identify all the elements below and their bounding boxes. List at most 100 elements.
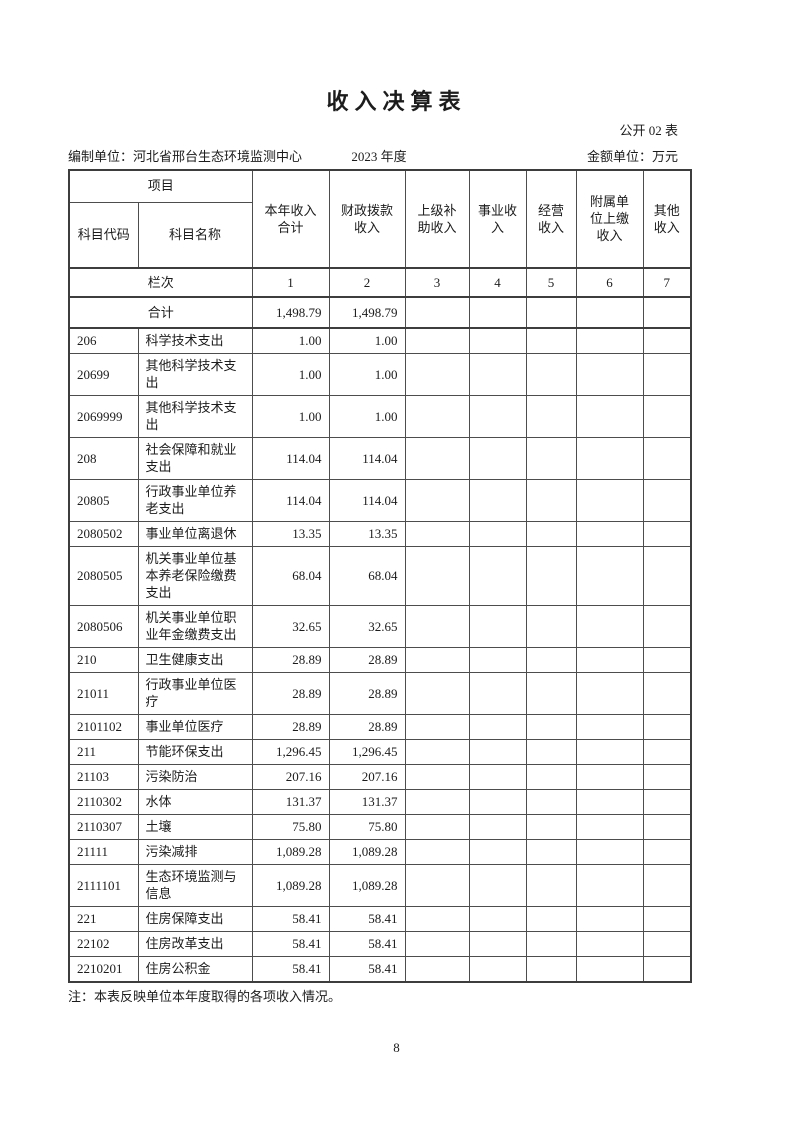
- value-cell: [468, 864, 527, 907]
- value-cell: [642, 479, 692, 522]
- value-cell: [525, 714, 577, 740]
- column-index-cell: 6: [575, 267, 644, 298]
- table-note: 注：本表反映单位本年度取得的各项收入情况。: [68, 989, 342, 1004]
- subject-code-cell: 211: [68, 739, 139, 765]
- value-cell: 131.37: [328, 789, 406, 815]
- value-cell: [468, 395, 527, 438]
- value-cell: [525, 395, 577, 438]
- amount-unit: 金额单位：万元: [586, 149, 678, 164]
- page-number: 8: [393, 1040, 400, 1055]
- value-cell: [468, 546, 527, 606]
- value-cell: [525, 521, 577, 547]
- value-cell: 1,089.28: [328, 864, 406, 907]
- value-cell: [575, 353, 644, 396]
- value-cell: 28.89: [251, 672, 330, 715]
- table-row: 221 住房保障支出 58.41 58.41: [68, 906, 692, 932]
- column-header-operational-income: 事业收 入: [468, 169, 527, 269]
- subject-code-cell: 2080505: [68, 546, 139, 606]
- value-cell: [575, 647, 644, 673]
- value-cell: 68.04: [251, 546, 330, 606]
- value-cell: [404, 647, 470, 673]
- value-cell: [642, 714, 692, 740]
- subject-name-cell: 其他科学技术支出: [137, 395, 253, 438]
- fiscal-year: 2023 年度: [351, 149, 407, 164]
- value-cell: [575, 956, 644, 983]
- subject-name-cell: 行政事业单位医疗: [137, 672, 253, 715]
- value-cell: [575, 521, 644, 547]
- value-cell: [468, 327, 527, 354]
- value-cell: [404, 546, 470, 606]
- subject-code-cell: 21111: [68, 839, 139, 865]
- value-cell: [468, 814, 527, 840]
- value-cell: [575, 672, 644, 715]
- value-cell: [404, 864, 470, 907]
- value-cell: 32.65: [251, 605, 330, 648]
- value-cell: [404, 739, 470, 765]
- value-cell: [575, 546, 644, 606]
- value-cell: 58.41: [328, 906, 406, 932]
- value-cell: [642, 647, 692, 673]
- table-row: 20805 行政事业单位养老支出 114.04 114.04: [68, 479, 692, 522]
- value-cell: [642, 739, 692, 765]
- value-cell: [525, 605, 577, 648]
- value-cell: [468, 672, 527, 715]
- value-cell: 28.89: [328, 647, 406, 673]
- total-value-cell: [575, 296, 644, 329]
- value-cell: [468, 839, 527, 865]
- value-cell: [525, 956, 577, 983]
- value-cell: 1.00: [251, 395, 330, 438]
- subject-name-cell: 生态环境监测与信息: [137, 864, 253, 907]
- value-cell: [468, 739, 527, 765]
- value-cell: [525, 789, 577, 815]
- value-cell: [468, 605, 527, 648]
- value-cell: 114.04: [251, 437, 330, 480]
- value-cell: 28.89: [328, 714, 406, 740]
- table-row: 22102 住房改革支出 58.41 58.41: [68, 931, 692, 957]
- value-cell: 58.41: [251, 906, 330, 932]
- table-row: 2111101 生态环境监测与信息 1,089.28 1,089.28: [68, 864, 692, 907]
- subject-code-cell: 21103: [68, 764, 139, 790]
- value-cell: 28.89: [251, 714, 330, 740]
- table-row: 2080505 机关事业单位基本养老保险缴费支出 68.04 68.04: [68, 546, 692, 606]
- value-cell: [525, 647, 577, 673]
- value-cell: [404, 839, 470, 865]
- column-index-cell: 4: [468, 267, 527, 298]
- subject-code-cell: 21011: [68, 672, 139, 715]
- value-cell: [575, 479, 644, 522]
- table-row: 206 科学技术支出 1.00 1.00: [68, 327, 692, 354]
- table-row: 2210201 住房公积金 58.41 58.41: [68, 956, 692, 983]
- value-cell: [642, 814, 692, 840]
- column-index-label-cell: 栏次: [68, 267, 253, 298]
- value-cell: [575, 814, 644, 840]
- subject-name-cell: 事业单位离退休: [137, 521, 253, 547]
- value-cell: 13.35: [328, 521, 406, 547]
- value-cell: 1,089.28: [251, 864, 330, 907]
- subject-name-cell: 住房公积金: [137, 956, 253, 983]
- value-cell: [642, 931, 692, 957]
- subject-code-cell: 208: [68, 437, 139, 480]
- value-cell: 13.35: [251, 521, 330, 547]
- header-row-item-group: 项目 本年收入 合计 财政拨款 收入 上级补 助收入 事业收 入 经营 收入 附…: [68, 169, 692, 269]
- value-cell: [642, 839, 692, 865]
- total-value-cell: [525, 296, 577, 329]
- subject-name-cell: 科学技术支出: [137, 327, 253, 354]
- subject-name-cell: 污染防治: [137, 764, 253, 790]
- value-cell: [642, 864, 692, 907]
- value-cell: [642, 437, 692, 480]
- value-cell: [575, 714, 644, 740]
- value-cell: [575, 931, 644, 957]
- page-title: 收入决算表: [326, 89, 467, 114]
- table-row: 2101102 事业单位医疗 28.89 28.89: [68, 714, 692, 740]
- subject-name-cell: 其他科学技术支出: [137, 353, 253, 396]
- subject-code-cell: 2080502: [68, 521, 139, 547]
- subject-code-cell: 2111101: [68, 864, 139, 907]
- column-header-business-income: 经营 收入: [525, 169, 577, 269]
- value-cell: 28.89: [251, 647, 330, 673]
- value-cell: 58.41: [328, 956, 406, 983]
- value-cell: [468, 353, 527, 396]
- subject-code-cell: 20805: [68, 479, 139, 522]
- table-row: 211 节能环保支出 1,296.45 1,296.45: [68, 739, 692, 765]
- column-index-row: 栏次 1 2 3 4 5 6 7: [68, 267, 692, 298]
- value-cell: [404, 956, 470, 983]
- subject-code-cell: 2069999: [68, 395, 139, 438]
